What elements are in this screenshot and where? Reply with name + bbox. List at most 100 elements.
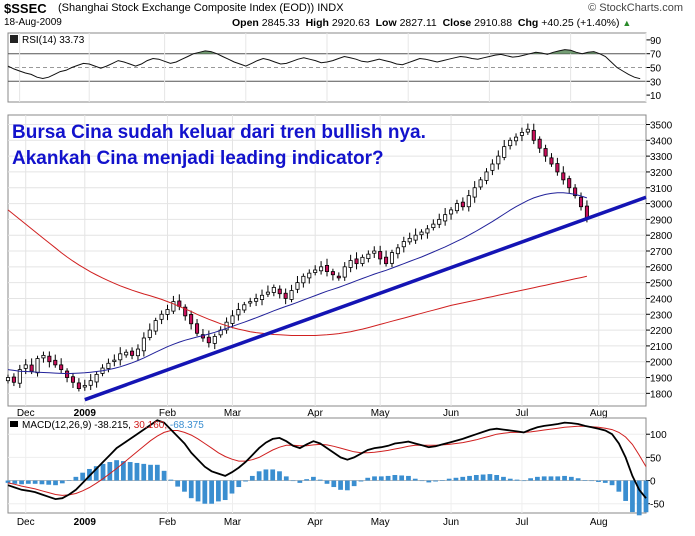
macd-histogram-bar	[521, 480, 527, 482]
macd-signal-line	[7, 425, 647, 496]
price-candle	[195, 323, 200, 334]
source-credit: © StockCharts.com	[588, 2, 683, 14]
price-candle	[94, 373, 99, 383]
macd-histogram-bar	[372, 476, 377, 481]
macd-x-tick-label: Mar	[224, 517, 242, 528]
macd-histogram-bar	[419, 480, 425, 482]
macd-x-tick-label: May	[371, 517, 390, 528]
price-candle	[378, 251, 383, 260]
macd-histogram-bar	[433, 480, 438, 482]
ohlc-line: Open 2845.33 High 2920.63 Low 2827.11 Cl…	[232, 17, 631, 29]
macd-x-tick-label: Jun	[443, 517, 459, 528]
macd-histogram-bar	[175, 480, 181, 487]
annotation-line-1: Bursa Cina sudah keluar dari tren bullis…	[12, 122, 426, 143]
macd-histogram-bar	[154, 464, 160, 481]
macd-histogram-bar	[528, 478, 533, 481]
price-candle	[59, 364, 64, 371]
price-candle	[555, 163, 560, 173]
macd-histogram-bar	[555, 476, 561, 481]
price-candle	[271, 286, 276, 293]
macd-histogram-bar	[406, 475, 411, 481]
price-candle	[525, 128, 530, 133]
macd-tick-label: 100	[650, 430, 667, 441]
macd-histogram-bar	[283, 476, 289, 481]
price-candle	[502, 146, 507, 158]
macd-legend-swatch	[10, 421, 18, 427]
high-value: 2920.63	[331, 17, 370, 29]
price-candle	[254, 298, 259, 302]
price-candle	[372, 250, 377, 254]
price-candle	[206, 336, 211, 344]
price-candle	[53, 359, 58, 366]
price-candle	[366, 253, 371, 260]
macd-histogram-bar	[643, 480, 649, 513]
close-value: 2910.88	[474, 17, 513, 29]
price-candle	[5, 377, 11, 382]
price-candle	[407, 237, 412, 243]
macd-histogram-bar	[399, 475, 405, 481]
price-tick-label: 3100	[650, 184, 673, 195]
rsi-tick-label: 50	[650, 64, 662, 75]
price-candle	[449, 209, 454, 215]
price-candle	[567, 178, 572, 189]
macd-histogram-bar	[107, 462, 113, 481]
price-candle	[472, 187, 477, 198]
price-candle	[230, 315, 235, 324]
price-trendline	[84, 195, 647, 402]
macd-x-tick-label: 2009	[74, 517, 97, 528]
price-candle	[118, 353, 123, 361]
macd-histogram-bar	[263, 469, 269, 481]
price-candle	[490, 163, 495, 171]
price-ma-short-line	[7, 192, 588, 375]
price-candle	[236, 309, 241, 316]
price-tick-label: 2400	[650, 294, 673, 305]
macd-tick-label: 0	[650, 477, 656, 488]
macd-histogram-bar	[188, 480, 194, 499]
price-candle	[519, 131, 524, 136]
macd-histogram-bar	[256, 471, 262, 481]
macd-label-part: -68.375	[170, 420, 204, 431]
macd-histogram-bar	[392, 475, 398, 481]
macd-histogram-bar	[494, 475, 500, 481]
macd-histogram-bar	[480, 474, 486, 481]
price-candle	[413, 234, 418, 241]
macd-x-tick-label: Aug	[590, 517, 608, 528]
annotation-line-2: Akankah Cina menjadi leading indicator?	[12, 148, 384, 169]
price-candle	[183, 306, 188, 317]
macd-histogram-bar	[236, 480, 242, 488]
macd-histogram-bar	[548, 476, 554, 481]
price-candle	[70, 376, 76, 383]
price-candle	[106, 362, 111, 369]
price-tick-label: 2000	[650, 358, 673, 369]
price-candle	[313, 269, 318, 273]
macd-histogram-bar	[589, 480, 595, 482]
price-candle	[295, 282, 300, 290]
rsi-tick-label: 10	[650, 91, 662, 102]
macd-histogram-bar	[134, 462, 140, 481]
price-candle	[153, 320, 158, 332]
macd-histogram-bar	[385, 475, 391, 481]
macd-histogram-bar	[582, 480, 588, 481]
price-candle	[141, 337, 146, 352]
price-tick-label: 2700	[650, 247, 673, 258]
macd-histogram-bar	[446, 478, 452, 481]
price-x-tick-label: 2009	[74, 408, 97, 419]
macd-histogram-bar	[93, 466, 99, 481]
macd-histogram-bar	[616, 480, 622, 492]
price-candle	[47, 355, 52, 363]
rsi-label: RSI(14) 33.73	[22, 35, 85, 46]
price-candle	[11, 376, 16, 383]
macd-label-part: -38.215,	[94, 420, 133, 431]
macd-histogram-bar	[270, 469, 276, 481]
price-x-tick-label: Jun	[443, 408, 459, 419]
price-x-tick-label: Jul	[516, 408, 529, 419]
price-candle	[324, 265, 330, 272]
macd-histogram-bar	[317, 479, 323, 481]
macd-histogram-bar	[297, 480, 303, 483]
rsi-overbought-fill	[550, 49, 580, 54]
price-tick-label: 1800	[650, 389, 673, 400]
macd-histogram-bar	[195, 480, 201, 502]
price-tick-label: 3500	[650, 120, 673, 131]
price-candle	[537, 138, 542, 149]
